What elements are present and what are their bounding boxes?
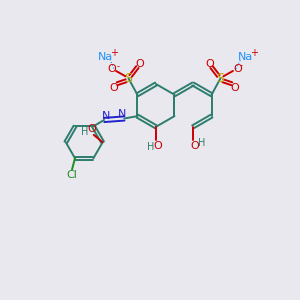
Text: S: S — [124, 72, 133, 85]
Text: O: O — [154, 140, 162, 151]
Text: O: O — [107, 64, 116, 74]
Text: O: O — [230, 83, 239, 93]
Text: Na: Na — [238, 52, 253, 62]
Text: O: O — [233, 64, 242, 74]
Text: O: O — [205, 58, 214, 68]
Text: O: O — [87, 124, 96, 134]
Text: O: O — [135, 58, 144, 68]
Text: S: S — [217, 72, 224, 85]
Text: N: N — [102, 110, 111, 121]
Text: H: H — [198, 138, 206, 148]
Text: H: H — [80, 127, 88, 137]
Text: H: H — [147, 142, 154, 152]
Text: Cl: Cl — [67, 170, 77, 180]
Text: Na: Na — [98, 52, 113, 62]
Text: O: O — [110, 83, 118, 93]
Text: +: + — [250, 47, 258, 58]
Text: O: O — [191, 140, 200, 151]
Text: -: - — [239, 61, 242, 70]
Text: -: - — [117, 62, 120, 71]
Text: +: + — [110, 47, 118, 58]
Text: N: N — [118, 109, 126, 119]
